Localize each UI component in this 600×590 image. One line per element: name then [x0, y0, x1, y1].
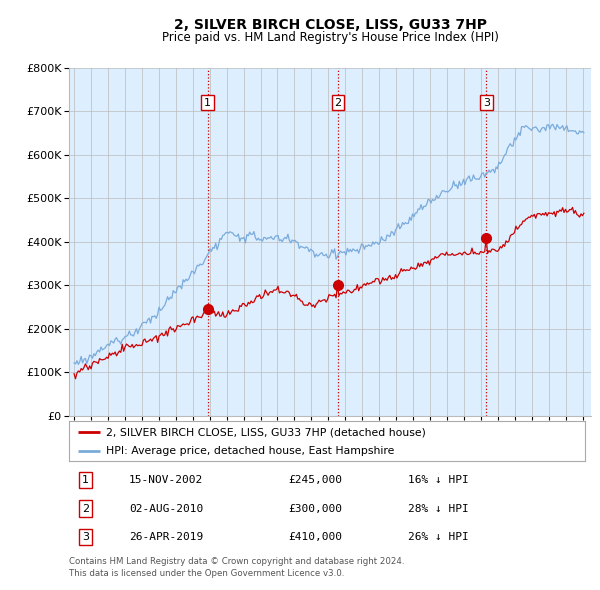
Text: 2, SILVER BIRCH CLOSE, LISS, GU33 7HP: 2, SILVER BIRCH CLOSE, LISS, GU33 7HP [173, 18, 487, 32]
Text: 2, SILVER BIRCH CLOSE, LISS, GU33 7HP (detached house): 2, SILVER BIRCH CLOSE, LISS, GU33 7HP (d… [106, 427, 426, 437]
Text: 28% ↓ HPI: 28% ↓ HPI [408, 504, 469, 513]
Text: £300,000: £300,000 [288, 504, 342, 513]
Text: 1: 1 [82, 476, 89, 485]
Text: Price paid vs. HM Land Registry's House Price Index (HPI): Price paid vs. HM Land Registry's House … [161, 31, 499, 44]
Text: Contains HM Land Registry data © Crown copyright and database right 2024.: Contains HM Land Registry data © Crown c… [69, 557, 404, 566]
Text: 3: 3 [483, 98, 490, 107]
Text: £245,000: £245,000 [288, 476, 342, 485]
Text: 02-AUG-2010: 02-AUG-2010 [129, 504, 203, 513]
Text: 2: 2 [82, 504, 89, 513]
Text: 26% ↓ HPI: 26% ↓ HPI [408, 532, 469, 542]
Text: 3: 3 [82, 532, 89, 542]
Text: 15-NOV-2002: 15-NOV-2002 [129, 476, 203, 485]
Text: 1: 1 [204, 98, 211, 107]
Text: £410,000: £410,000 [288, 532, 342, 542]
Text: 2: 2 [335, 98, 341, 107]
Text: This data is licensed under the Open Government Licence v3.0.: This data is licensed under the Open Gov… [69, 569, 344, 578]
Text: 16% ↓ HPI: 16% ↓ HPI [408, 476, 469, 485]
Text: HPI: Average price, detached house, East Hampshire: HPI: Average price, detached house, East… [106, 445, 395, 455]
Text: 26-APR-2019: 26-APR-2019 [129, 532, 203, 542]
